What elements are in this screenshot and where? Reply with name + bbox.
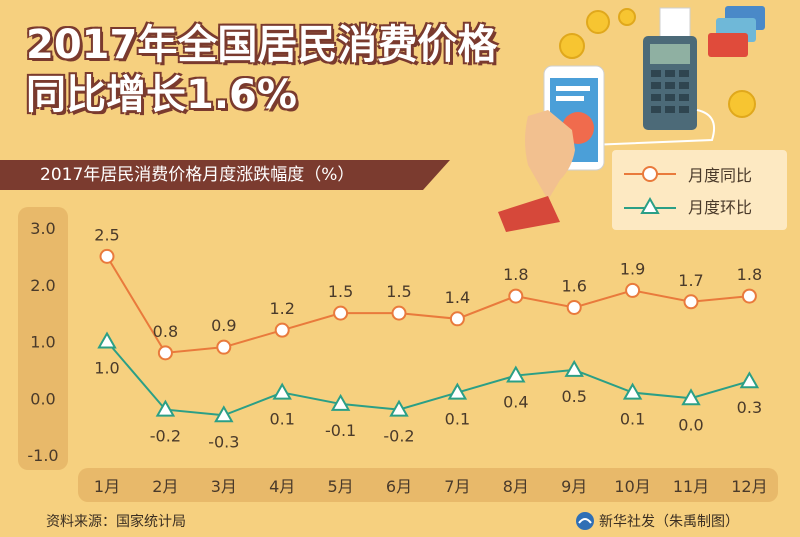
data-label: 2.5 [94, 225, 119, 244]
x-tick-label: 10月 [614, 477, 650, 496]
chart-legend: 月度同比 月度环比 [612, 150, 787, 230]
pos-terminal-icon [589, 7, 716, 146]
y-tick-label: 1.0 [30, 333, 55, 352]
data-point [272, 382, 292, 400]
data-point [97, 331, 117, 349]
x-tick-label: 6月 [386, 477, 412, 496]
coin-icon [559, 8, 756, 118]
data-label: 0.9 [211, 316, 236, 335]
data-point [447, 382, 468, 400]
data-label: 1.9 [620, 259, 645, 278]
x-axis-band [78, 468, 778, 502]
credit-note: 新华社发（朱禹制图） [575, 511, 739, 531]
data-label: 1.0 [94, 359, 119, 378]
data-point [449, 311, 465, 327]
credit-card-icon [708, 6, 765, 57]
data-point [506, 365, 526, 383]
y-tick-label: 3.0 [30, 219, 55, 238]
legend-circle-marker [624, 166, 676, 182]
title-line-1: 2017年全国居民消费价格 [26, 22, 498, 68]
data-point [216, 339, 232, 355]
series-line [106, 255, 750, 354]
y-axis-band [18, 207, 68, 470]
xinhua-logo-icon [576, 512, 594, 530]
data-label: 1.8 [737, 265, 762, 284]
data-point [625, 282, 641, 298]
data-label: -0.1 [325, 421, 356, 440]
data-label: 1.5 [328, 282, 353, 301]
x-tick-label: 9月 [561, 477, 587, 496]
data-label: 1.2 [269, 299, 294, 318]
x-tick-label: 4月 [269, 477, 295, 496]
data-label: 0.3 [737, 398, 762, 417]
data-label: 0.0 [678, 415, 703, 434]
legend-item-mom: 月度环比 [622, 194, 752, 218]
series-line [106, 340, 750, 417]
data-point [391, 305, 407, 321]
data-point [389, 399, 409, 417]
data-label: 1.5 [386, 282, 411, 301]
data-point [508, 288, 524, 304]
x-tick-label: 7月 [444, 477, 470, 496]
y-tick-label: 0.0 [30, 389, 55, 408]
data-point [330, 393, 351, 411]
data-label: 0.5 [561, 387, 586, 406]
data-label: 0.8 [153, 322, 178, 341]
data-label: 1.7 [678, 271, 703, 290]
data-point [739, 371, 760, 389]
data-point [157, 345, 173, 361]
x-tick-label: 1月 [94, 477, 120, 496]
data-label: 1.6 [561, 276, 586, 295]
x-tick-label: 2月 [152, 477, 178, 496]
legend-label: 月度环比 [688, 198, 753, 217]
source-note: 资料来源：国家统计局 [46, 514, 186, 530]
y-tick-label: 2.0 [30, 276, 55, 295]
credit-text: 新华社发（朱禹制图） [599, 514, 739, 530]
data-label: 0.1 [269, 410, 294, 429]
chart-subtitle: 2017年居民消费价格月度涨跌幅度（%） [0, 160, 450, 190]
data-label: -0.3 [208, 432, 239, 451]
data-label: 1.8 [503, 265, 528, 284]
legend-item-yoy: 月度同比 [622, 162, 752, 186]
legend-label: 月度同比 [688, 166, 753, 185]
x-tick-label: 5月 [328, 477, 354, 496]
data-point [155, 399, 176, 417]
data-point [564, 359, 584, 377]
data-label: -0.2 [383, 427, 414, 446]
x-tick-label: 11月 [673, 477, 709, 496]
data-label: 0.1 [445, 410, 470, 429]
y-tick-label: -1.0 [27, 446, 58, 465]
data-point [333, 305, 349, 321]
data-label: 0.4 [503, 393, 528, 412]
data-point [99, 248, 115, 264]
data-point [214, 405, 234, 423]
page-title: 2017年全国居民消费价格 同比增长1.6% [26, 20, 497, 120]
legend-triangle-marker [624, 196, 676, 214]
data-point [566, 299, 582, 315]
data-label: 1.4 [445, 288, 470, 307]
x-tick-label: 3月 [211, 477, 237, 496]
x-tick-label: 12月 [731, 477, 767, 496]
data-point [683, 294, 699, 310]
data-point [274, 322, 290, 338]
data-label: -0.2 [150, 427, 181, 446]
x-tick-label: 8月 [503, 477, 529, 496]
data-point [741, 288, 757, 304]
hand-icon [498, 110, 575, 232]
data-point [622, 382, 643, 400]
title-line-2: 同比增长1.6% [26, 72, 297, 118]
data-label: 0.1 [620, 410, 645, 429]
data-point [681, 388, 701, 406]
